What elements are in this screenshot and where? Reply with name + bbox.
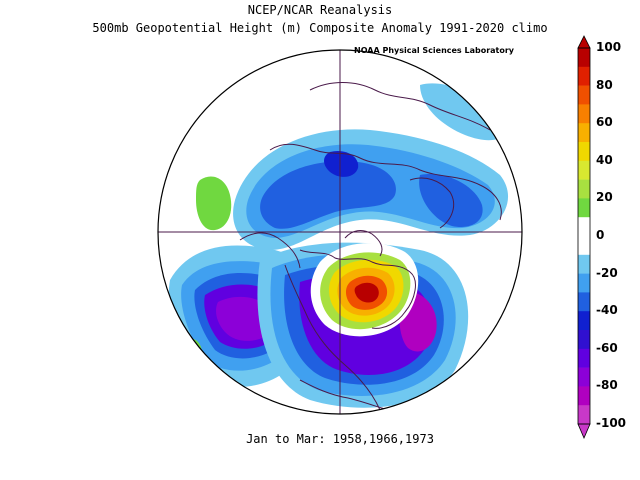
colorbar-swatch [578, 330, 590, 350]
colorbar-tick-label: -40 [596, 303, 618, 318]
colorbar-tick-label: -20 [596, 265, 618, 280]
coastline [239, 232, 301, 269]
colorbar-swatch [578, 48, 590, 68]
colorbar-swatch [578, 367, 590, 387]
map-border [157, 49, 523, 415]
coastline [284, 264, 381, 411]
coastline [309, 82, 491, 131]
colorbar-swatch [578, 405, 590, 425]
anomaly-contour [260, 161, 396, 229]
coastline [269, 143, 502, 221]
colorbar-swatch [578, 104, 590, 124]
colorbar-swatch [578, 85, 590, 105]
coastline [299, 249, 416, 329]
colorbar-tick-label: 0 [596, 228, 605, 242]
colorbar-tick-label: 100 [596, 40, 622, 54]
colorbar-swatch [578, 123, 590, 143]
anomaly-contour [196, 176, 232, 231]
anomaly-contour [420, 83, 506, 141]
colorbar-top-arrow [577, 35, 591, 49]
colorbar-swatch [578, 142, 590, 162]
anomaly-contour [324, 150, 359, 177]
colorbar-swatch [578, 217, 590, 237]
anomaly-contour [354, 282, 379, 303]
colorbar-tick-label: 40 [596, 152, 613, 167]
colorbar-swatch [578, 236, 590, 256]
colorbar-swatch [578, 198, 590, 218]
colorbar-swatch [578, 179, 590, 199]
colorbar-tick-label: 20 [596, 190, 613, 205]
colorbar-tick-label: 80 [596, 77, 613, 92]
colorbar-swatch [578, 311, 590, 331]
colorbar-swatch [578, 160, 590, 180]
footer-label: Jan to Mar: 1958,1966,1973 [246, 432, 434, 446]
coastline [344, 230, 383, 257]
colorbar-tick-label: 60 [596, 115, 613, 130]
colorbar-tick-label: -60 [596, 340, 618, 355]
coastline [409, 177, 455, 229]
anomaly-contour [419, 174, 483, 228]
coastline [299, 379, 396, 413]
title-line-2: 500mb Geopotential Height (m) Composite … [92, 21, 548, 35]
colorbar-swatch [578, 66, 590, 86]
colorbar-swatch [578, 348, 590, 368]
colorbar-swatch [578, 386, 590, 406]
colorbar-tick-label: -80 [596, 378, 618, 393]
colorbar-swatch [578, 254, 590, 274]
colorbar-frame [577, 47, 591, 425]
colorbar-swatch [578, 273, 590, 293]
coastlines [239, 82, 502, 413]
colorbar-tick-label: -100 [596, 416, 627, 430]
title-line-1: NCEP/NCAR Reanalysis [247, 3, 393, 17]
colorbar-swatch [578, 292, 590, 312]
credit-label: NOAA Physical Sciences Laboratory [354, 46, 515, 55]
